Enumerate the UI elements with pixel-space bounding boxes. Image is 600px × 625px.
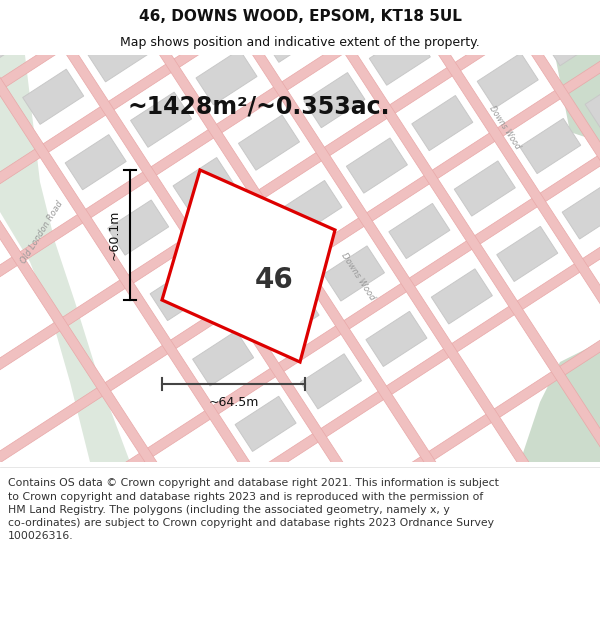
Polygon shape [454,161,515,216]
Polygon shape [323,246,385,301]
Polygon shape [182,0,600,557]
Polygon shape [435,0,496,42]
Polygon shape [196,49,257,105]
Polygon shape [0,9,353,625]
Polygon shape [281,181,342,236]
Polygon shape [0,0,383,53]
Polygon shape [150,266,211,321]
Polygon shape [162,170,335,362]
Polygon shape [497,226,558,281]
Text: ~64.5m: ~64.5m [208,396,259,409]
Polygon shape [562,184,600,239]
Polygon shape [0,0,510,249]
Text: Downs Wood: Downs Wood [340,252,377,302]
Polygon shape [116,0,600,599]
Polygon shape [0,0,425,119]
Polygon shape [443,0,600,388]
Polygon shape [131,92,191,148]
Polygon shape [369,30,430,85]
Polygon shape [247,0,600,514]
Polygon shape [574,0,600,302]
Polygon shape [389,203,450,259]
Polygon shape [0,0,595,381]
Text: Contains OS data © Crown copyright and database right 2021. This information is : Contains OS data © Crown copyright and d… [8,478,499,541]
Polygon shape [346,138,407,193]
Polygon shape [5,144,600,625]
Polygon shape [0,78,600,577]
Text: Downs Wood: Downs Wood [488,104,522,150]
Text: Map shows position and indicative extent of the property.: Map shows position and indicative extent… [120,36,480,49]
Polygon shape [366,311,427,366]
Polygon shape [258,288,319,344]
Text: Old London Road: Old London Road [19,199,65,265]
Polygon shape [0,55,130,462]
Polygon shape [193,331,254,386]
Polygon shape [378,0,600,430]
Text: ~1428m²/~0.353ac.: ~1428m²/~0.353ac. [128,95,391,119]
Polygon shape [154,0,215,39]
Polygon shape [88,27,149,82]
Polygon shape [0,0,553,315]
Polygon shape [304,72,365,127]
Polygon shape [585,76,600,131]
Polygon shape [107,200,169,255]
Text: ~60.1m: ~60.1m [108,210,121,260]
Polygon shape [0,12,600,511]
Polygon shape [313,0,600,472]
Polygon shape [520,119,581,174]
Polygon shape [51,0,549,625]
Polygon shape [412,96,473,151]
Polygon shape [262,7,322,63]
Polygon shape [431,269,493,324]
Polygon shape [65,134,126,190]
Polygon shape [0,4,41,59]
Polygon shape [555,55,600,142]
Polygon shape [542,11,600,66]
Text: 46: 46 [255,266,293,294]
Polygon shape [509,0,600,345]
Polygon shape [215,223,277,278]
Polygon shape [301,354,362,409]
Polygon shape [47,209,600,625]
Polygon shape [235,396,296,451]
Polygon shape [0,0,468,184]
Polygon shape [238,115,299,170]
Polygon shape [0,0,600,446]
Text: 46, DOWNS WOOD, EPSOM, KT18 5UL: 46, DOWNS WOOD, EPSOM, KT18 5UL [139,9,461,24]
Polygon shape [477,53,538,108]
Polygon shape [520,342,600,462]
Polygon shape [0,0,418,625]
Polygon shape [173,158,234,212]
Polygon shape [0,0,484,625]
Polygon shape [23,69,84,124]
